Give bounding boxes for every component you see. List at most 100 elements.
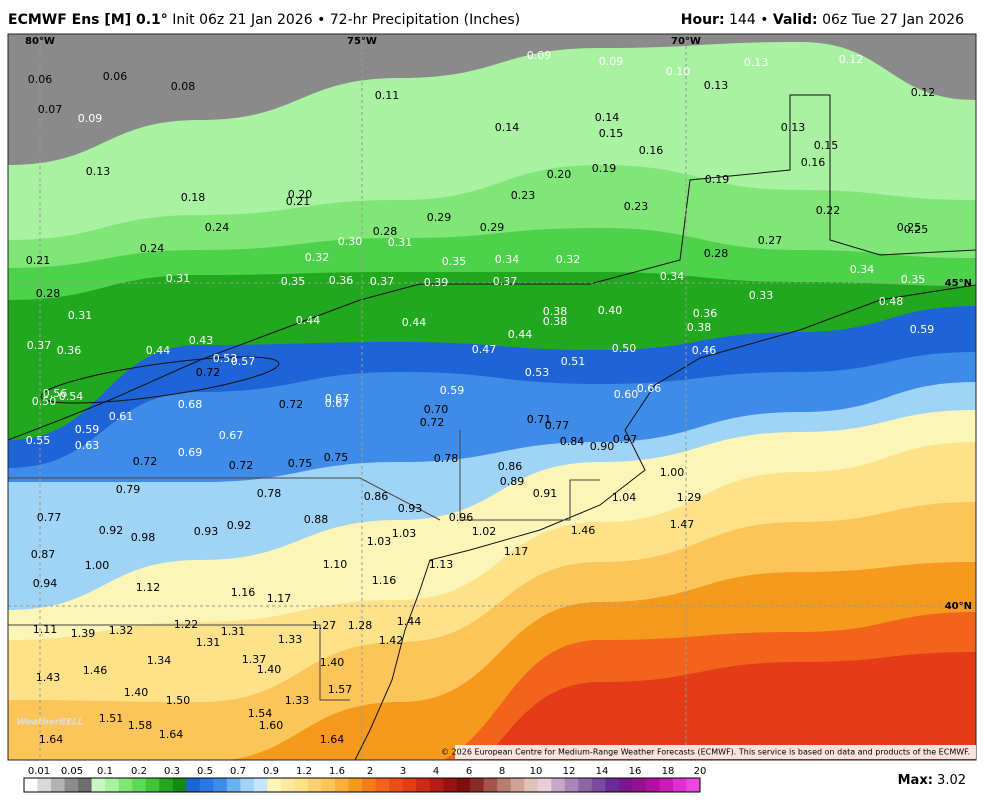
value-label: 0.09 <box>78 112 103 125</box>
value-label: 1.31 <box>196 636 221 649</box>
info: Init 06z 21 Jan 2026 • 72-hr Precipitati… <box>172 12 520 28</box>
colorbar-swatch <box>375 778 390 792</box>
colorbar-swatch <box>537 778 552 792</box>
value-label: 0.25 <box>897 221 922 234</box>
value-label: 1.44 <box>397 615 422 628</box>
value-label: 0.18 <box>181 191 206 204</box>
value-label: 0.66 <box>637 382 662 395</box>
colorbar-tick-label: 0.05 <box>61 766 83 777</box>
colorbar-swatch <box>672 778 687 792</box>
value-label: 0.38 <box>543 315 568 328</box>
grid-label: 80°W <box>25 36 55 47</box>
value-label: 0.13 <box>86 165 111 178</box>
value-label: 0.44 <box>146 344 171 357</box>
value-label: 0.30 <box>338 235 363 248</box>
value-label: 0.20 <box>288 188 313 201</box>
value-label: 0.35 <box>281 275 306 288</box>
value-label: 0.77 <box>545 419 570 432</box>
value-label: 0.32 <box>305 251 330 264</box>
colorbar-swatch <box>105 778 119 792</box>
value-label: 0.60 <box>614 388 639 401</box>
colorbar-swatch <box>524 778 539 792</box>
colorbar-swatch <box>510 778 525 792</box>
colorbar-swatch <box>402 778 417 792</box>
colorbar-swatch <box>118 778 133 792</box>
value-label: 0.72 <box>196 366 221 379</box>
value-label: 0.37 <box>493 275 518 288</box>
value-label: 0.50 <box>612 342 637 355</box>
value-label: 0.37 <box>27 339 52 352</box>
value-label: 1.16 <box>372 574 397 587</box>
value-label: 0.59 <box>75 423 100 436</box>
value-label: 0.72 <box>229 459 254 472</box>
value-label: 1.40 <box>320 656 345 669</box>
colorbar-tick-label: 12 <box>563 766 576 777</box>
colorbar-swatch <box>497 778 512 792</box>
value-label: 0.92 <box>227 519 252 532</box>
value-label: 0.10 <box>666 65 691 78</box>
colorbar-swatch <box>213 778 228 792</box>
value-label: 0.61 <box>109 410 134 423</box>
value-label: 0.89 <box>500 475 525 488</box>
colorbar-swatch <box>618 778 633 792</box>
header-right: Hour: 144 • Valid: 06z Tue 27 Jan 2026 <box>681 12 964 28</box>
value-label: 1.02 <box>472 525 497 538</box>
value-label: 0.36 <box>329 274 354 287</box>
value-label: 1.17 <box>504 545 529 558</box>
colorbar-tick-label: 10 <box>530 766 543 777</box>
colorbar-swatch <box>199 778 214 792</box>
value-label: 1.32 <box>109 624 134 637</box>
value-label: 0.12 <box>911 86 936 99</box>
colorbar-tick-label: 3 <box>400 766 406 777</box>
value-label: 0.36 <box>693 307 718 320</box>
colorbar-swatch <box>64 778 79 792</box>
value-label: 0.24 <box>205 221 230 234</box>
value-label: 0.78 <box>434 452 459 465</box>
value-label: 0.12 <box>839 53 864 66</box>
value-label: 1.60 <box>259 719 284 732</box>
colorbar-swatch <box>186 778 201 792</box>
value-label: 0.75 <box>324 451 349 464</box>
value-label: 0.46 <box>692 344 717 357</box>
value-label: 0.16 <box>639 144 664 157</box>
value-label: 0.54 <box>59 390 84 403</box>
value-label: 0.59 <box>440 384 465 397</box>
value-label: 1.34 <box>147 654 172 667</box>
value-label: 1.12 <box>136 581 161 594</box>
value-label: 1.27 <box>312 619 337 632</box>
value-label: 0.22 <box>816 204 841 217</box>
value-label: 0.72 <box>279 398 304 411</box>
colorbar-swatch <box>24 778 38 792</box>
value-label: 1.00 <box>660 466 685 479</box>
coastline <box>354 284 976 760</box>
max-value: 3.02 <box>937 773 966 788</box>
colorbar-swatch <box>362 778 376 792</box>
value-label: 0.34 <box>660 270 685 283</box>
colorbar-swatch <box>78 778 92 792</box>
value-label: 1.43 <box>36 671 61 684</box>
colorbar-swatch <box>51 778 65 792</box>
value-label: 0.19 <box>592 162 617 175</box>
value-label: 1.13 <box>429 558 454 571</box>
colorbar-swatch <box>253 778 268 792</box>
value-label: 0.20 <box>547 168 572 181</box>
value-label: 1.11 <box>33 623 58 636</box>
value-label: 0.93 <box>194 525 219 538</box>
colorbar-swatch <box>37 778 52 792</box>
valid-label: Valid: <box>773 12 818 28</box>
value-label: 0.96 <box>449 511 474 524</box>
map-frame <box>7 33 977 761</box>
value-label: 0.51 <box>561 355 586 368</box>
geography <box>8 34 976 760</box>
value-label: 0.14 <box>595 111 620 124</box>
value-label: 0.33 <box>749 289 774 302</box>
colorbar-swatch <box>132 778 146 792</box>
value-label: 0.27 <box>758 234 783 247</box>
colorbar-tick-label: 8 <box>499 766 505 777</box>
value-label: 0.77 <box>37 511 62 524</box>
band <box>483 652 976 760</box>
colorbar-tick-label: 16 <box>629 766 642 777</box>
colorbar-swatch <box>294 778 309 792</box>
